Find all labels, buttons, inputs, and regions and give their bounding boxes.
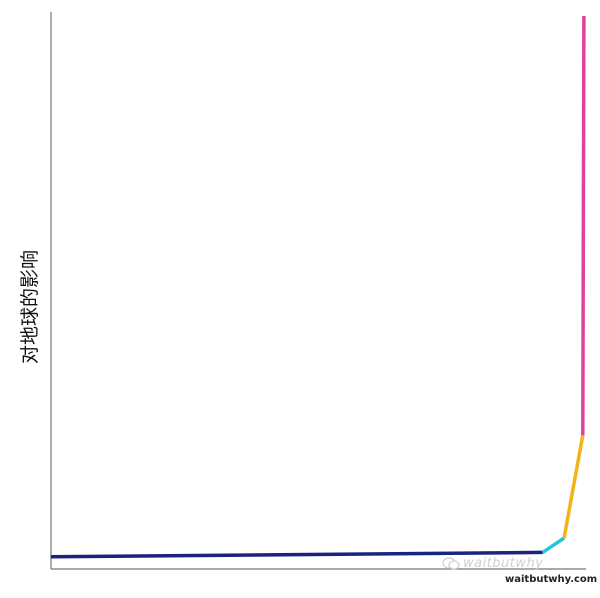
credit: waitbutwhy.com [505, 574, 598, 585]
watermark-text: waitbutwhy [463, 556, 544, 571]
watermark: waitbutwhy [442, 556, 543, 571]
y-axis-label: 对地球的影响 [19, 250, 41, 364]
wechat-icon [442, 557, 460, 570]
series-line-2 [541, 536, 566, 554]
series-line-3 [562, 434, 585, 539]
series-line-1 [50, 550, 543, 559]
series-layer [50, 15, 586, 559]
series-line-4 [581, 15, 586, 436]
